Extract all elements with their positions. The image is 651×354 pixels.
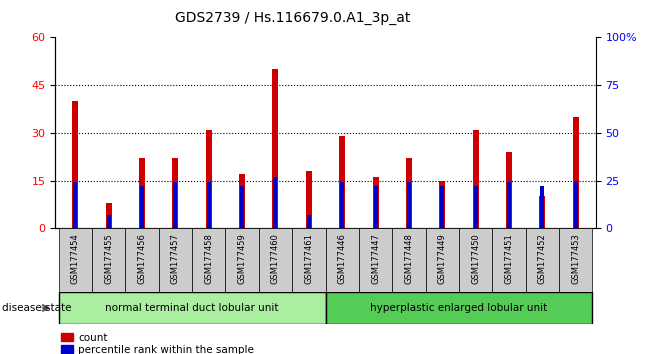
Legend: count, percentile rank within the sample: count, percentile rank within the sample [61,333,254,354]
Text: hyperplastic enlarged lobular unit: hyperplastic enlarged lobular unit [370,303,547,313]
Bar [273,177,277,228]
Bar [392,228,426,292]
Bar [159,228,192,292]
Text: disease state: disease state [2,303,72,313]
Bar [407,182,411,228]
Bar [292,228,326,292]
Bar [525,228,559,292]
Bar [539,196,546,228]
Text: GSM177459: GSM177459 [238,233,247,284]
Bar [74,182,77,228]
Bar [139,158,145,228]
Bar [473,130,478,228]
Bar [574,181,577,228]
Text: GSM177461: GSM177461 [304,233,313,284]
Bar [326,292,592,324]
Text: GSM177448: GSM177448 [404,233,413,284]
Text: GSM177453: GSM177453 [571,233,580,284]
Bar [140,186,144,228]
Bar [439,181,445,228]
Bar [173,158,178,228]
Bar [507,182,511,228]
Text: GSM177451: GSM177451 [505,233,514,284]
Bar [307,215,311,228]
Bar [207,182,211,228]
Text: GSM177456: GSM177456 [137,233,146,284]
Bar [359,228,392,292]
Bar [326,228,359,292]
Bar [573,117,579,228]
Bar [473,186,478,228]
Text: GDS2739 / Hs.116679.0.A1_3p_at: GDS2739 / Hs.116679.0.A1_3p_at [175,11,411,25]
Bar [372,177,378,228]
Text: GSM177455: GSM177455 [104,233,113,284]
Text: GSM177449: GSM177449 [437,233,447,284]
Bar [426,228,459,292]
Bar [126,228,159,292]
Bar [59,228,92,292]
Bar [540,186,544,228]
Text: GSM177454: GSM177454 [71,233,80,284]
Bar [339,136,345,228]
Text: GSM177452: GSM177452 [538,233,547,284]
Bar [206,130,212,228]
Bar [440,186,444,228]
Text: GSM177446: GSM177446 [338,233,347,284]
Bar [406,158,412,228]
Text: GSM177460: GSM177460 [271,233,280,284]
Bar [59,292,326,324]
Text: GSM177458: GSM177458 [204,233,214,284]
Bar [192,228,225,292]
Bar [173,182,178,228]
Bar [239,174,245,228]
Bar [459,228,492,292]
Text: GSM177450: GSM177450 [471,233,480,284]
Bar [492,228,525,292]
Bar [374,186,378,228]
Text: GSM177457: GSM177457 [171,233,180,284]
Bar [240,186,244,228]
Bar [273,69,279,228]
Bar [306,171,312,228]
Bar [225,228,259,292]
Bar [72,101,78,228]
Bar [107,215,111,228]
Text: GSM177447: GSM177447 [371,233,380,284]
Text: normal terminal duct lobular unit: normal terminal duct lobular unit [105,303,279,313]
Bar [506,152,512,228]
Bar [559,228,592,292]
Bar [92,228,126,292]
Bar [259,228,292,292]
Bar [340,182,344,228]
Bar [105,203,112,228]
